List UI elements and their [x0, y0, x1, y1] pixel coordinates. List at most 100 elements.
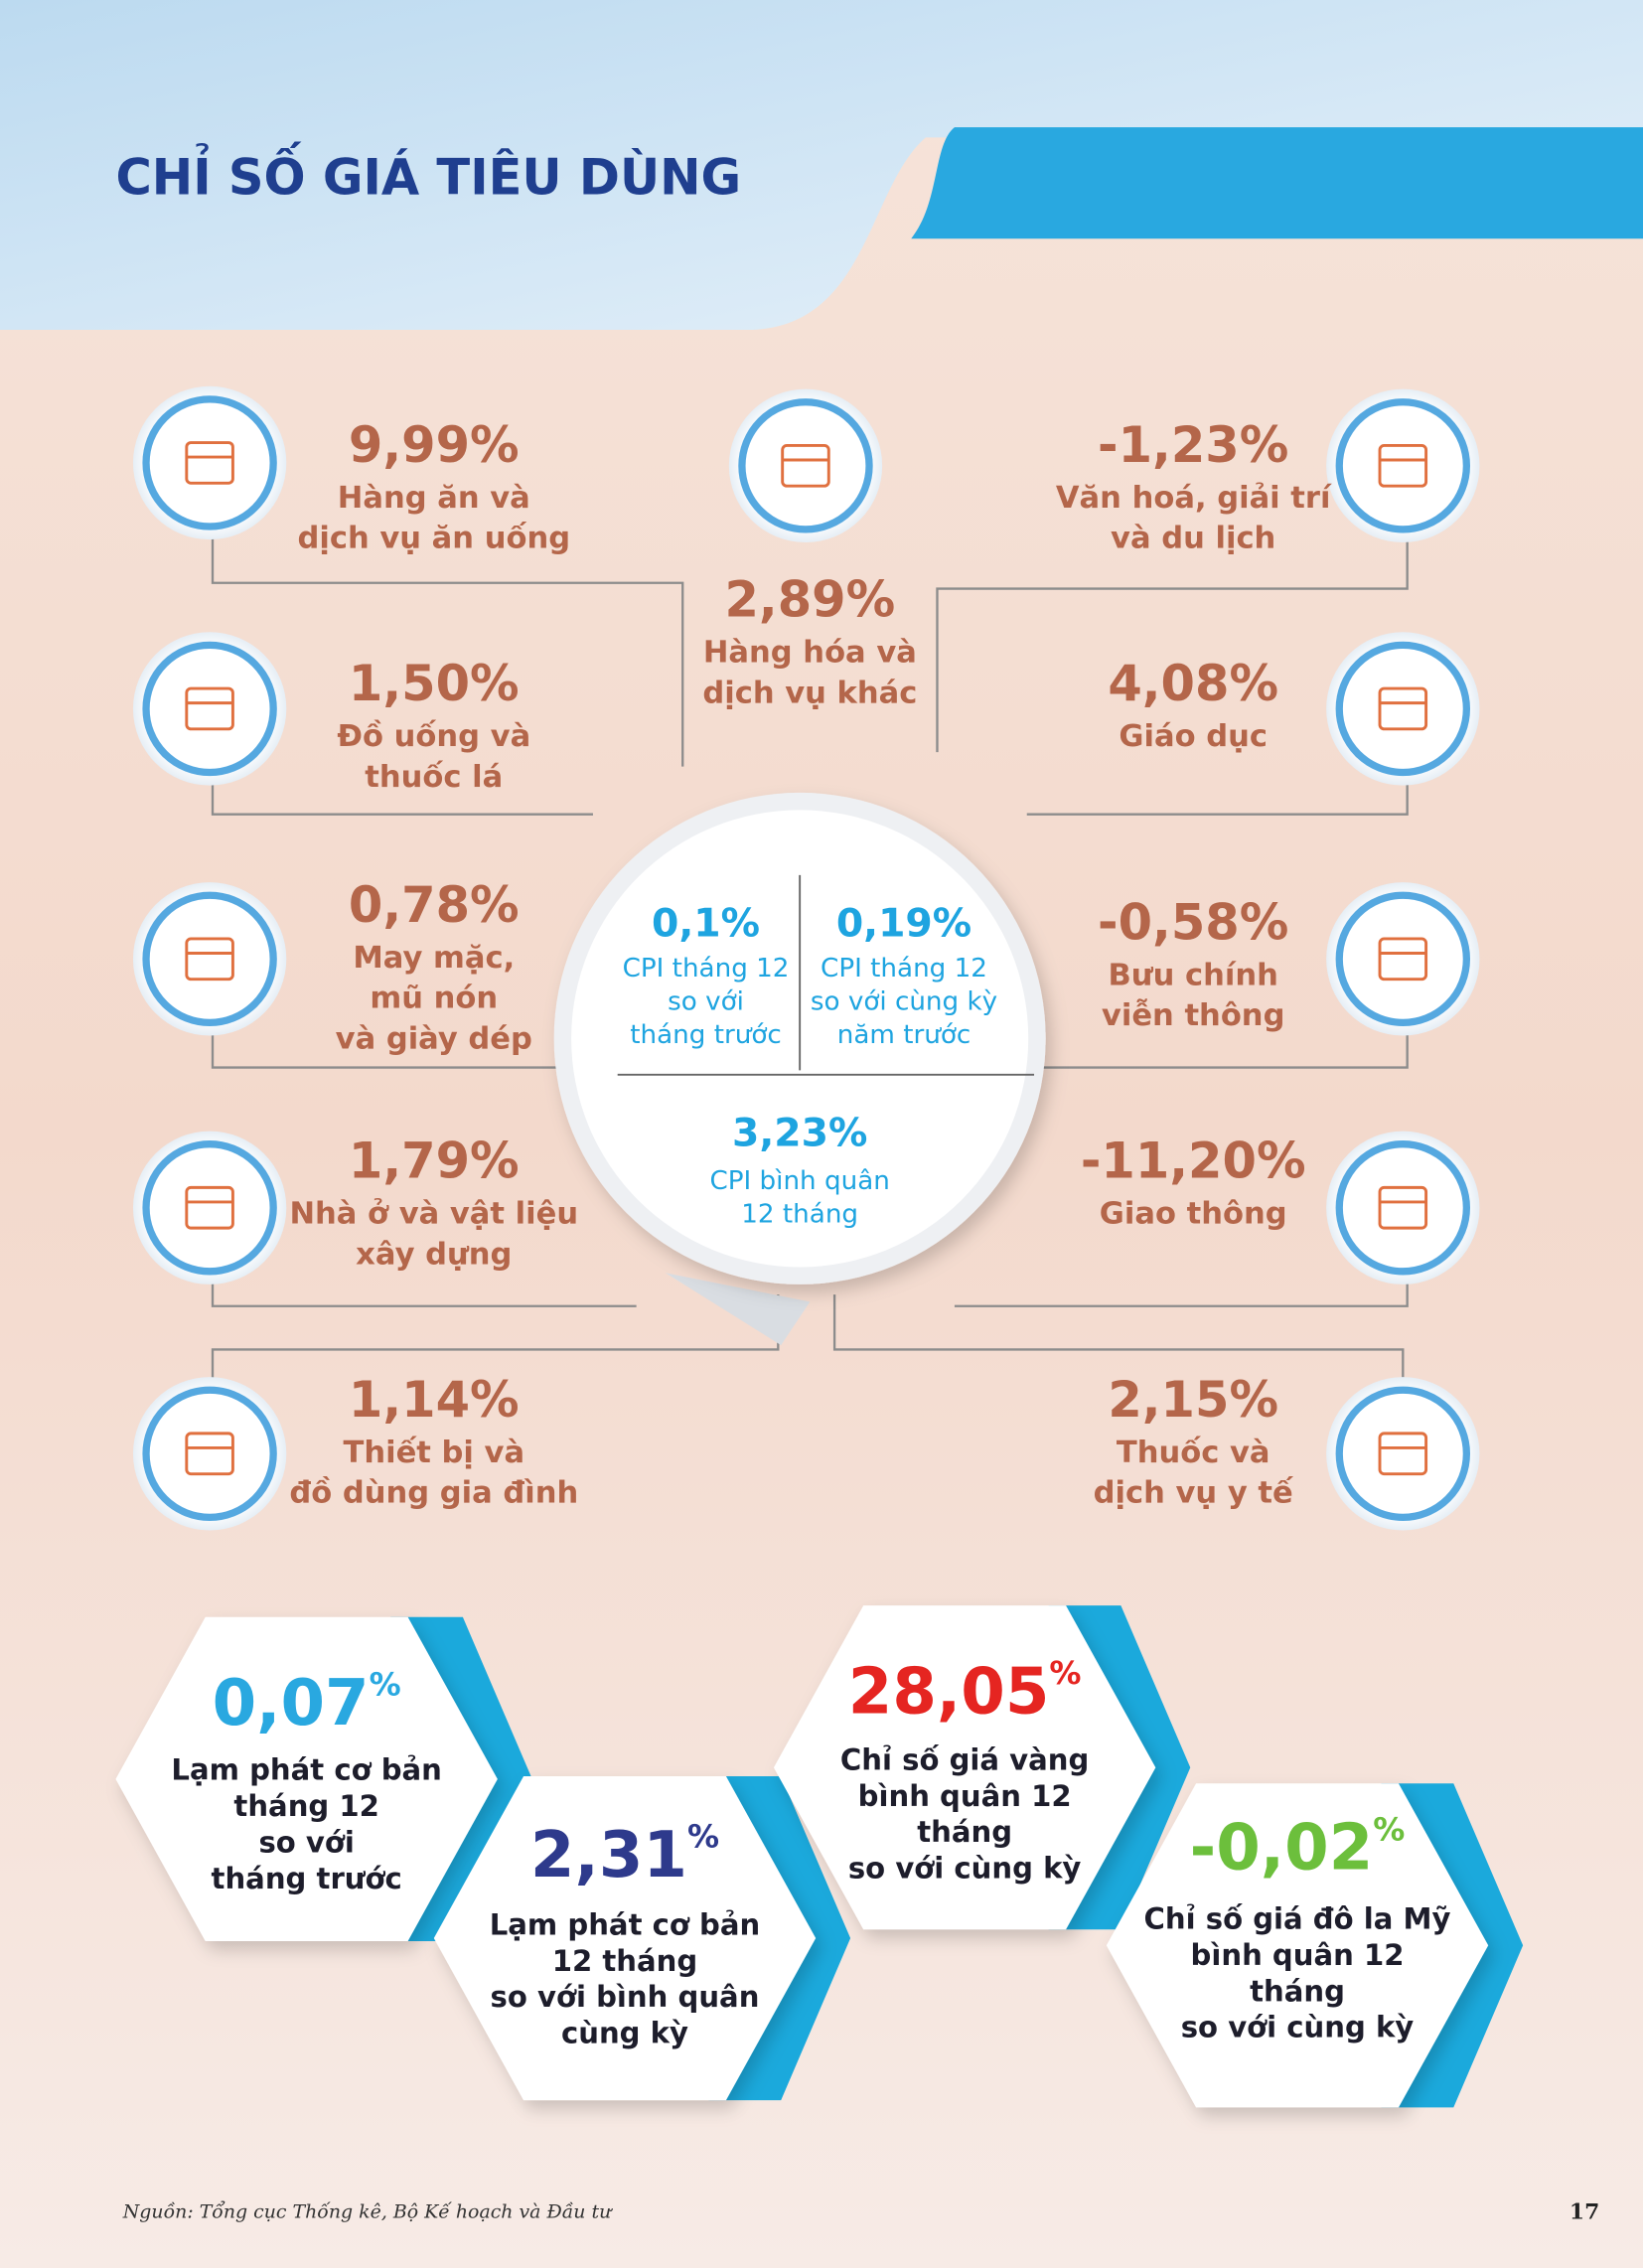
icon-glyph — [781, 443, 830, 488]
highlight-label: tháng — [1250, 1974, 1345, 2008]
icon-ring — [142, 1140, 277, 1276]
highlight-number: 2,31 — [530, 1819, 687, 1892]
center-label: so với — [668, 987, 744, 1017]
hex — [115, 1616, 498, 1941]
center-label: so với cùng kỳ — [811, 987, 997, 1017]
icon-glyph — [185, 937, 234, 982]
highlight-label: tháng — [917, 1815, 1012, 1849]
center-value: 0,19% — [836, 901, 971, 946]
category-label: Hàng hóa và — [703, 636, 917, 671]
circle-tail — [665, 1273, 811, 1346]
connector — [211, 781, 593, 816]
highlight-value: -0,02% — [1190, 1810, 1406, 1885]
highlight-value: 0,07% — [213, 1666, 401, 1740]
icon-glyph — [1378, 937, 1428, 982]
category-label: May mặc, — [353, 941, 515, 976]
category: 9,99% Hàng ăn và dịch vụ ăn uống — [132, 385, 570, 556]
category-label: dịch vụ ăn uống — [297, 522, 570, 556]
highlight-label: so với cùng kỳ — [1181, 2011, 1415, 2044]
page-number: 17 — [1569, 2200, 1599, 2225]
icon-glyph — [1378, 443, 1428, 488]
connector — [832, 1294, 1405, 1382]
hex — [773, 1605, 1156, 1930]
center-label: năm trước — [837, 1020, 971, 1050]
category-label: xây dựng — [356, 1237, 512, 1272]
category-label: Thuốc và — [1117, 1436, 1270, 1470]
icon-ring — [142, 891, 277, 1027]
highlight-label: Chỉ số giá vàng — [840, 1742, 1089, 1776]
category-label: Giao thông — [1100, 1197, 1287, 1232]
icon-glyph — [185, 686, 234, 731]
highlight-number: -0,02 — [1190, 1811, 1374, 1885]
highlight-label: cùng kỳ — [561, 2017, 688, 2050]
header-bar — [911, 127, 1643, 239]
icon-ring — [1335, 891, 1471, 1027]
category-label: viễn thông — [1102, 997, 1285, 1033]
connector — [1026, 781, 1409, 816]
category: 2,15% Thuốc và dịch vụ y tế — [1094, 1371, 1480, 1531]
highlight-value: 2,31% — [530, 1818, 719, 1892]
category-label: dịch vụ y tế — [1094, 1476, 1294, 1511]
center-label: CPI tháng 12 — [821, 954, 987, 983]
icon-ring — [142, 1386, 277, 1521]
category-label: và giày dép — [336, 1021, 532, 1056]
category-label: Giáo dục — [1119, 719, 1268, 754]
icon-glyph — [185, 1432, 234, 1476]
category-value: 2,89% — [724, 571, 895, 629]
category-label: Văn hoá, giải trí — [1056, 481, 1332, 516]
category-value: 0,78% — [349, 876, 520, 934]
hex — [1106, 1783, 1489, 2108]
center-label: tháng trước — [630, 1020, 782, 1050]
icon-ring — [1335, 1386, 1471, 1521]
category-label: và du lịch — [1111, 522, 1275, 556]
category-value: 1,79% — [349, 1133, 520, 1190]
icon-glyph — [1378, 1185, 1428, 1230]
icon-glyph — [1378, 1432, 1428, 1476]
hex — [433, 1775, 817, 2101]
highlight-label: Lạm phát cơ bản — [490, 1907, 761, 1941]
center-value: 0,1% — [652, 901, 760, 946]
title: CHỈ SỐ GIÁ TIÊU DÙNG — [115, 142, 741, 207]
icon-ring — [1335, 1140, 1471, 1276]
category-value: 9,99% — [349, 416, 520, 474]
highlight-unit: % — [1049, 1654, 1081, 1692]
highlight-number: 28,05 — [848, 1655, 1050, 1729]
category-label: dịch vụ khác — [702, 676, 917, 710]
category: 2,89% Hàng hóa và dịch vụ khác — [702, 388, 917, 710]
icon-ring — [142, 641, 277, 777]
icon-ring — [1335, 398, 1471, 533]
category-label: Nhà ở và vật liệu — [289, 1197, 578, 1232]
category: -11,20% Giao thông — [1081, 1131, 1480, 1285]
center-label: 12 tháng — [741, 1200, 858, 1230]
highlight-label: tháng 12 — [233, 1789, 379, 1823]
highlight-value: 28,05% — [848, 1654, 1082, 1729]
category: 0,78% May mặc, mũ nón và giày dép — [132, 876, 532, 1056]
category-value: 1,50% — [349, 655, 520, 712]
connectors — [211, 534, 1409, 1382]
highlight-label: 12 tháng — [552, 1944, 698, 1978]
category-label: mũ nón — [370, 982, 498, 1016]
category-label: Bưu chính — [1109, 958, 1278, 992]
category-value: 4,08% — [1108, 655, 1278, 712]
category-label: thuốc lá — [365, 760, 503, 795]
category-value: -1,23% — [1098, 416, 1288, 474]
highlight-label: Lạm phát cơ bản — [171, 1753, 442, 1787]
connector — [1029, 1026, 1409, 1069]
category: 1,50% Đồ uống và thuốc lá — [132, 632, 530, 795]
header-band — [0, 0, 1643, 330]
highlight-label: tháng trước — [212, 1862, 402, 1895]
category: 1,79% Nhà ở và vật liệu xây dựng — [132, 1131, 578, 1285]
icon-ring — [1335, 641, 1471, 777]
highlight-unit: % — [1373, 1810, 1405, 1848]
icon-glyph — [185, 1185, 234, 1230]
category-label: Hàng ăn và — [338, 481, 530, 516]
category-value: 2,15% — [1108, 1371, 1278, 1429]
highlight-unit: % — [687, 1818, 719, 1856]
category-value: -11,20% — [1081, 1133, 1306, 1190]
category: 1,14% Thiết bị và đồ dùng gia đình — [132, 1371, 578, 1531]
